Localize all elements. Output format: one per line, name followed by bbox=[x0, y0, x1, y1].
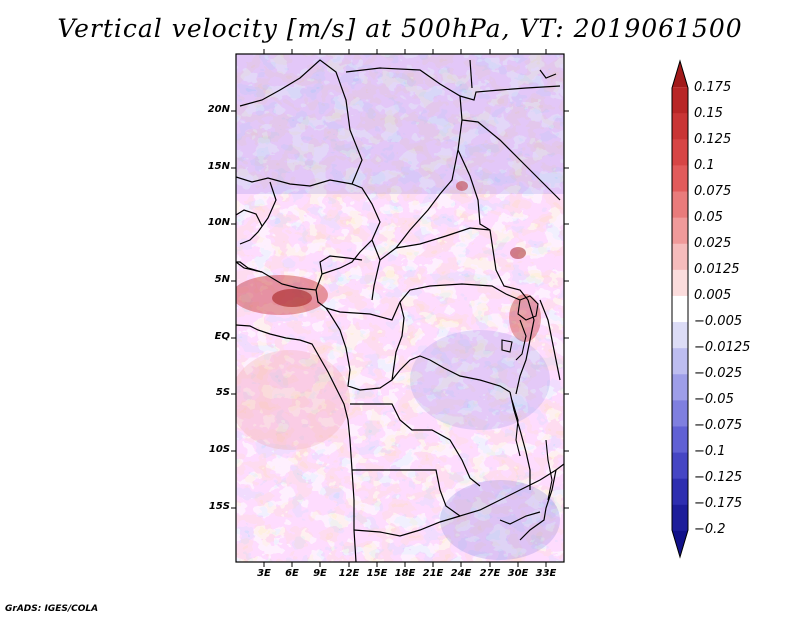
lon-label: 6E bbox=[285, 568, 299, 579]
colorbar-segment bbox=[672, 165, 688, 193]
lon-label: 18E bbox=[394, 568, 416, 579]
lat-label: 5S bbox=[215, 387, 230, 398]
colorbar-segment bbox=[672, 61, 688, 88]
lon-label: 24E bbox=[450, 568, 472, 579]
lon-label: 27E bbox=[479, 568, 501, 579]
y-ticks bbox=[231, 110, 569, 509]
colorbar-segment bbox=[672, 322, 688, 349]
colorbar-segment bbox=[672, 400, 688, 427]
map-frame bbox=[235, 53, 565, 563]
colorbar-segment bbox=[672, 269, 688, 297]
colorbar-label: 0.1 bbox=[694, 158, 715, 173]
x-ticks bbox=[263, 49, 547, 567]
colorbar-segment bbox=[672, 374, 688, 401]
chart-title: Vertical velocity [m/s] at 500hPa, VT: 2… bbox=[57, 14, 743, 43]
map-panel bbox=[236, 54, 564, 562]
colorbar-segment bbox=[672, 191, 688, 219]
colorbar-label: 0.025 bbox=[694, 236, 732, 251]
colorbar-segment bbox=[672, 243, 688, 271]
lat-label: 5N bbox=[214, 274, 230, 285]
colorbar-segment bbox=[672, 348, 688, 375]
colorbar-segment bbox=[672, 87, 688, 114]
colorbar-segment bbox=[672, 452, 688, 480]
colorbar-label: −0.175 bbox=[694, 496, 743, 511]
colorbar-outline bbox=[671, 59, 689, 559]
country-borders bbox=[236, 59, 564, 562]
lon-label: 33E bbox=[535, 568, 557, 579]
colorbar-label: 0.175 bbox=[694, 80, 732, 95]
colorbar-segment bbox=[672, 217, 688, 245]
colorbar bbox=[672, 61, 688, 557]
colorbar-segment bbox=[672, 530, 688, 557]
colorbar-label: −0.2 bbox=[694, 522, 726, 537]
lon-label: 3E bbox=[257, 568, 271, 579]
colorbar-segment bbox=[672, 113, 688, 140]
vertical-velocity-field bbox=[236, 54, 564, 562]
colorbar-label: 0.005 bbox=[694, 288, 732, 303]
colorbar-segment bbox=[672, 295, 688, 323]
colorbar-label: 0.15 bbox=[694, 106, 723, 121]
lat-label: 20N bbox=[207, 104, 230, 115]
colorbar-segment bbox=[672, 478, 688, 506]
colorbar-label: −0.1 bbox=[694, 444, 726, 459]
colorbar-label: −0.005 bbox=[694, 314, 743, 329]
lat-label: 15S bbox=[208, 501, 230, 512]
lon-label: 15E bbox=[366, 568, 388, 579]
colorbar-segment bbox=[672, 504, 688, 532]
lakes bbox=[501, 295, 553, 501]
colorbar-label: −0.025 bbox=[694, 366, 743, 381]
colorbar-segment bbox=[672, 139, 688, 166]
lat-label: EQ bbox=[214, 331, 230, 342]
colorbar-segment bbox=[672, 426, 688, 454]
colorbar-label: −0.125 bbox=[694, 470, 743, 485]
colorbar-label: 0.075 bbox=[694, 184, 732, 199]
lon-label: 12E bbox=[338, 568, 360, 579]
colorbar-label: 0.05 bbox=[694, 210, 723, 225]
lon-label: 30E bbox=[507, 568, 529, 579]
lon-label: 21E bbox=[422, 568, 444, 579]
colorbar-label: 0.0125 bbox=[694, 262, 740, 277]
lon-label: 9E bbox=[313, 568, 327, 579]
lat-label: 10N bbox=[207, 217, 230, 228]
colorbar-label: 0.125 bbox=[694, 132, 732, 147]
lat-label: 10S bbox=[208, 444, 230, 455]
lat-label: 15N bbox=[207, 161, 230, 172]
colorbar-label: −0.0125 bbox=[694, 340, 751, 355]
colorbar-label: −0.075 bbox=[694, 418, 743, 433]
colorbar-label: −0.05 bbox=[694, 392, 734, 407]
grads-credit: GrADS: IGES/COLA bbox=[5, 604, 99, 614]
lake-victoria-updraft bbox=[509, 294, 541, 342]
